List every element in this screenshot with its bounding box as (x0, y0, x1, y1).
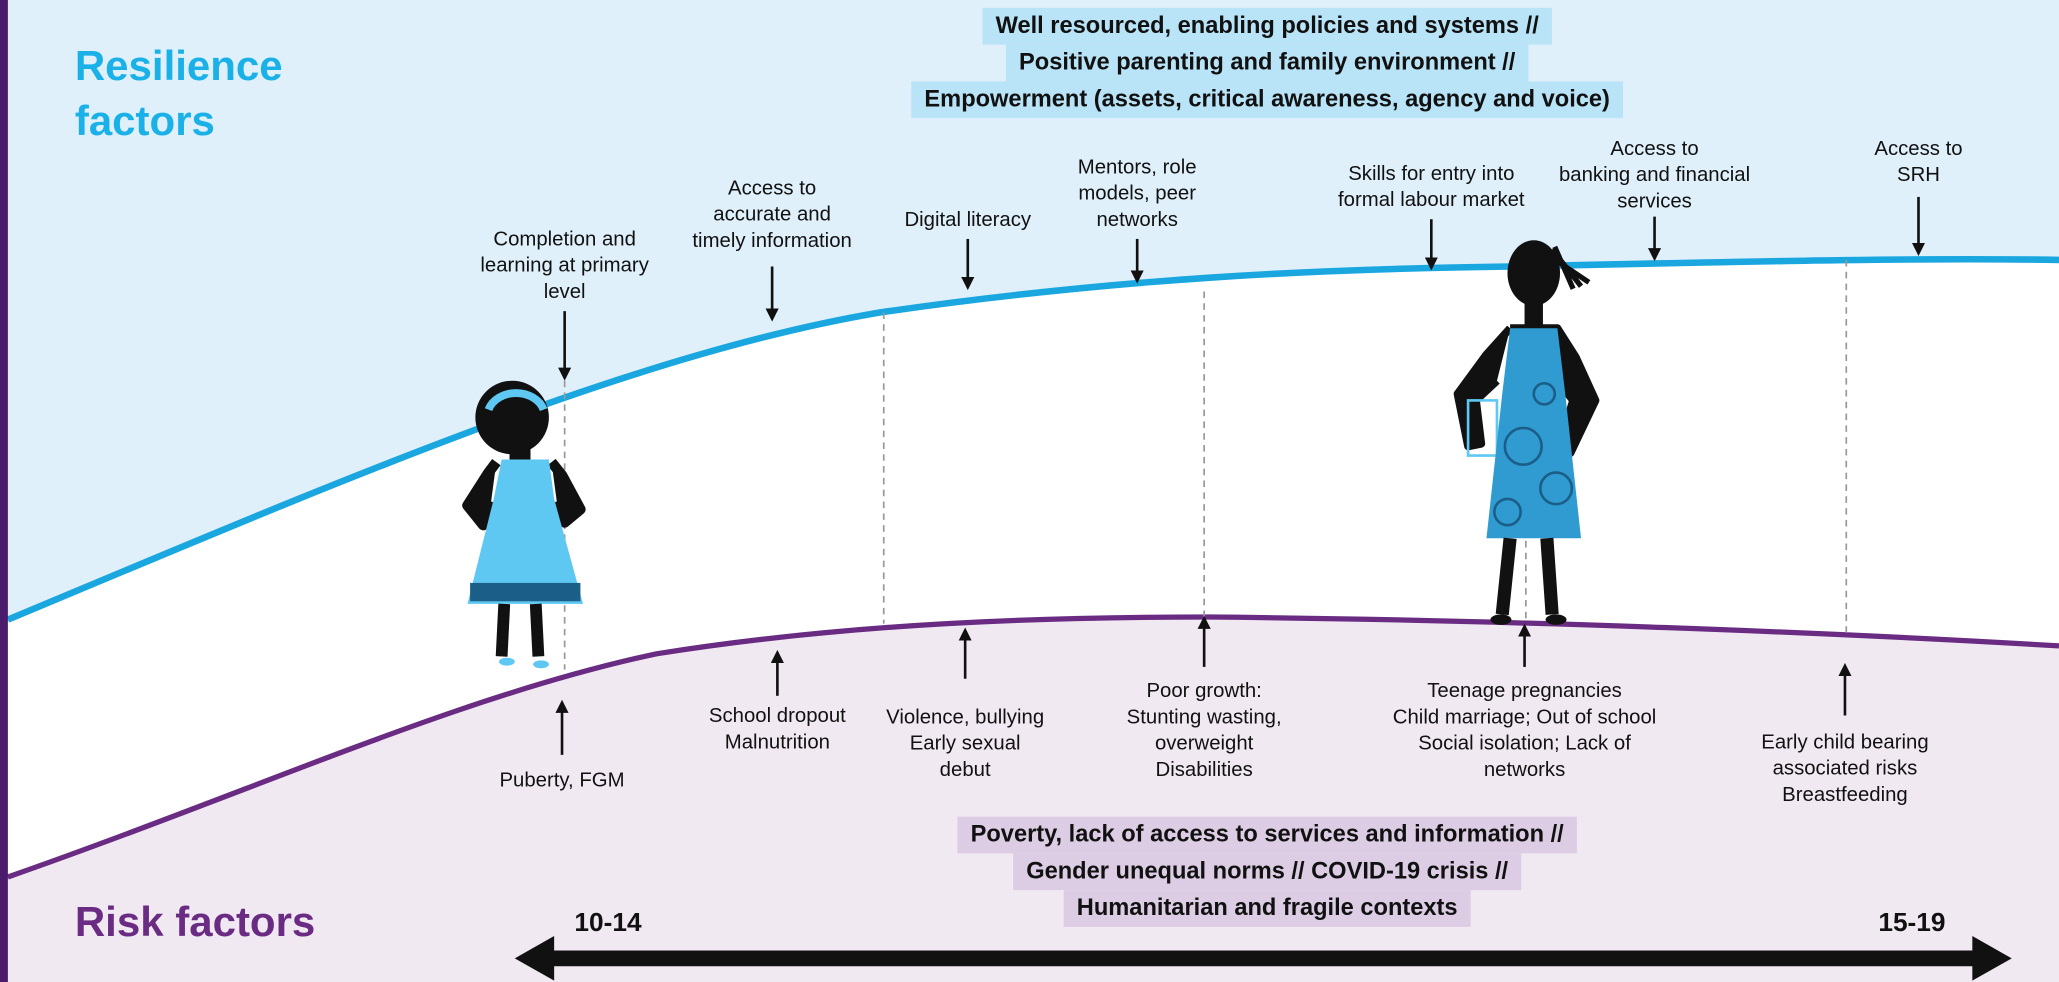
risk-factor-label: networks (1484, 759, 1565, 781)
banner-line: Gender unequal norms // COVID-19 crisis … (1026, 858, 1508, 884)
resilience-factor-label: accurate and (713, 204, 831, 226)
banner-line: Empowerment (assets, critical awareness,… (924, 86, 1610, 112)
resilience-factor-label: models, peer (1078, 183, 1196, 205)
banner-line: Positive parenting and family environmen… (1019, 50, 1516, 76)
risk-factor-label: Teenage pregnancies (1427, 680, 1622, 702)
age-end: 15-19 (1878, 907, 1945, 937)
risk-factor-label: debut (940, 759, 991, 781)
resilience-title-line: Resilience (75, 42, 283, 89)
risk-factor-label: Breastfeeding (1782, 784, 1908, 806)
resilience-factor-label: services (1617, 190, 1692, 212)
resilience-factor-label: banking and financial (1559, 164, 1750, 186)
resilience-factor-label: formal labour market (1338, 189, 1525, 211)
age-start: 10-14 (574, 907, 642, 937)
left-edge (0, 0, 8, 982)
risk-factor-label: overweight (1155, 733, 1254, 755)
resilience-factor-label: networks (1096, 209, 1177, 231)
banner-line: Poverty, lack of access to services and … (971, 822, 1565, 848)
risk-factor-label: Early child bearing (1761, 731, 1928, 753)
resilience-factor-label: Completion and (493, 229, 636, 251)
resilience-factor-label: Access to (1874, 138, 1962, 160)
resilience-factor-label: level (544, 281, 586, 303)
resilience-factor-label: timely information (692, 230, 851, 252)
resilience-factor-label: Access to (1610, 138, 1698, 160)
resilience-factor-label: Mentors, role (1078, 156, 1197, 178)
risk-factor-label: School dropout (709, 705, 846, 727)
resilience-factor-label: Skills for entry into (1348, 163, 1514, 185)
risk-factor-label: associated risks (1773, 758, 1918, 780)
risk-factor-label: Child marriage; Out of school (1393, 706, 1656, 728)
risk-factor-label: Violence, bullying (886, 706, 1044, 728)
risk-factor-label: Puberty, FGM (499, 769, 624, 791)
page: { "resilience": { "title": ["Resilience"… (0, 0, 2059, 982)
resilience-factor-label: SRH (1897, 164, 1940, 186)
risk-title: Risk factors (75, 898, 315, 945)
resilience-factor-label: Access to (728, 177, 816, 199)
resilience-factor-label: Digital literacy (904, 209, 1031, 231)
banner-line: Well resourced, enabling policies and sy… (996, 13, 1540, 39)
resilience-factor-label: learning at primary (480, 255, 649, 277)
risk-factor-label: Disabilities (1156, 759, 1253, 781)
resilience-title-line: factors (75, 97, 215, 144)
risk-factor-label: Malnutrition (725, 731, 830, 753)
risk-factor-label: Early sexual (910, 733, 1021, 755)
risk-factor-label: Social isolation; Lack of (1418, 733, 1631, 755)
banner-line: Humanitarian and fragile contexts (1077, 895, 1458, 921)
risk-factor-label: Poor growth: (1146, 680, 1261, 702)
risk-factor-label: Stunting wasting, (1127, 706, 1282, 728)
diagram: 10-14 15-19 Risk factors Resilience fact… (0, 0, 2059, 982)
